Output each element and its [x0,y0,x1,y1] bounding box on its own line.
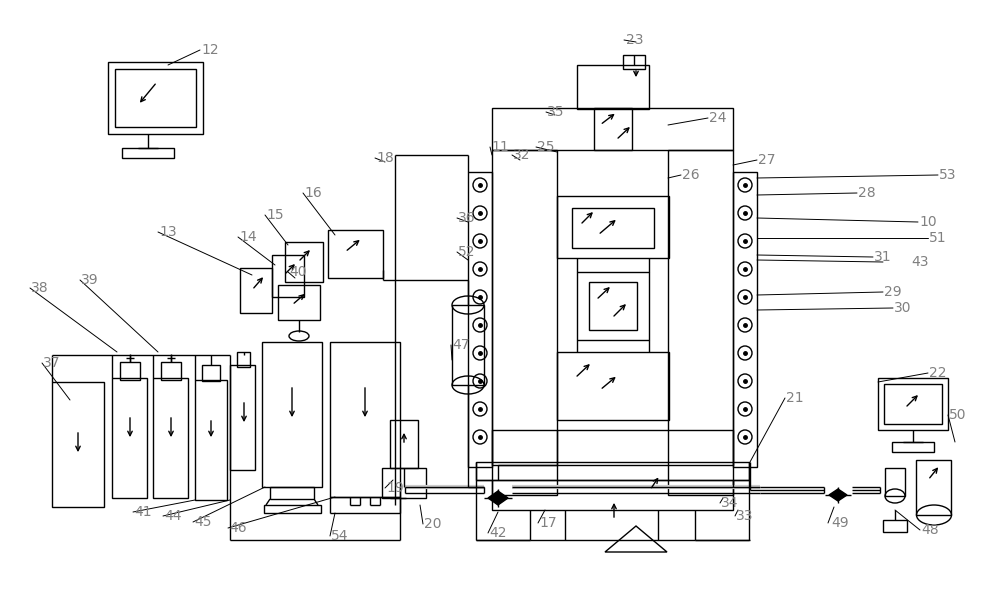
Text: 39: 39 [81,273,99,287]
Bar [161,362,181,380]
Bar [557,196,669,258]
Text: 28: 28 [858,186,876,200]
Bar [492,108,733,150]
Bar [594,108,632,150]
Text: 10: 10 [919,215,937,229]
Bar [892,442,934,452]
Text: 26: 26 [682,168,700,182]
Text: 54: 54 [331,529,349,543]
Bar [122,148,174,158]
Bar [572,208,654,248]
Bar [195,380,227,500]
Text: 53: 53 [939,168,957,182]
Bar [883,520,907,532]
Text: 23: 23 [626,33,644,47]
Bar [390,420,418,468]
Text: 35: 35 [547,105,565,119]
Text: 20: 20 [424,517,442,531]
Bar [492,150,557,495]
Polygon shape [838,489,847,501]
Polygon shape [498,491,508,505]
Bar [115,69,196,127]
Bar [476,462,749,480]
Text: 25: 25 [537,140,555,154]
Text: 12: 12 [201,43,219,57]
Text: 16: 16 [304,186,322,200]
Text: 46: 46 [229,521,247,535]
Text: 42: 42 [489,526,507,540]
Bar [108,62,203,134]
Bar [272,255,304,297]
Text: 50: 50 [949,408,967,422]
Bar [230,365,255,470]
Text: 27: 27 [758,153,776,167]
Bar [270,487,314,499]
Text: 34: 34 [721,496,739,510]
Bar [202,365,220,381]
Bar [492,430,733,465]
Bar [153,378,188,498]
Bar [452,305,484,385]
Text: 37: 37 [43,356,61,370]
Text: 45: 45 [194,515,212,529]
Bar [733,172,757,467]
Text: 21: 21 [786,391,804,405]
Bar [52,382,104,507]
Bar [492,480,733,510]
Text: 41: 41 [134,505,152,519]
Text: 31: 31 [874,250,892,264]
Bar [382,468,426,498]
Bar [623,55,645,69]
Text: 24: 24 [709,111,727,125]
Text: 15: 15 [266,208,284,222]
Bar [237,352,250,367]
Bar [668,150,733,495]
Text: 18: 18 [376,151,394,165]
Text: 48: 48 [921,523,939,537]
Text: 19: 19 [386,481,404,495]
Text: 43: 43 [911,255,929,269]
Bar [589,282,637,330]
Bar [577,65,649,109]
Bar [468,172,492,467]
Text: 14: 14 [239,230,257,244]
Bar [557,352,669,420]
Bar [264,505,321,513]
Text: 36: 36 [458,211,476,225]
Text: 38: 38 [31,281,49,295]
Text: 33: 33 [736,509,754,523]
Bar [112,378,147,498]
Text: 22: 22 [929,366,947,380]
Polygon shape [488,491,498,505]
Text: 44: 44 [164,509,182,523]
Text: 51: 51 [929,231,947,245]
Bar [328,230,383,278]
Bar [885,468,905,496]
Bar [120,362,140,380]
Bar [278,285,320,320]
Text: 32: 32 [513,148,531,162]
Bar [884,384,942,424]
Text: 47: 47 [452,338,470,352]
Text: 30: 30 [894,301,912,315]
Bar [240,268,272,313]
Text: 40: 40 [289,265,307,279]
Bar [262,342,322,487]
Bar [878,378,948,430]
Text: 29: 29 [884,285,902,299]
Bar [285,242,323,282]
Text: 49: 49 [831,516,849,530]
Bar [916,460,951,515]
Bar [330,342,400,497]
Polygon shape [829,489,838,501]
Text: 13: 13 [159,225,177,239]
Text: 17: 17 [539,516,557,530]
Text: 11: 11 [491,140,509,154]
Text: 52: 52 [458,245,476,259]
Bar [577,272,649,340]
